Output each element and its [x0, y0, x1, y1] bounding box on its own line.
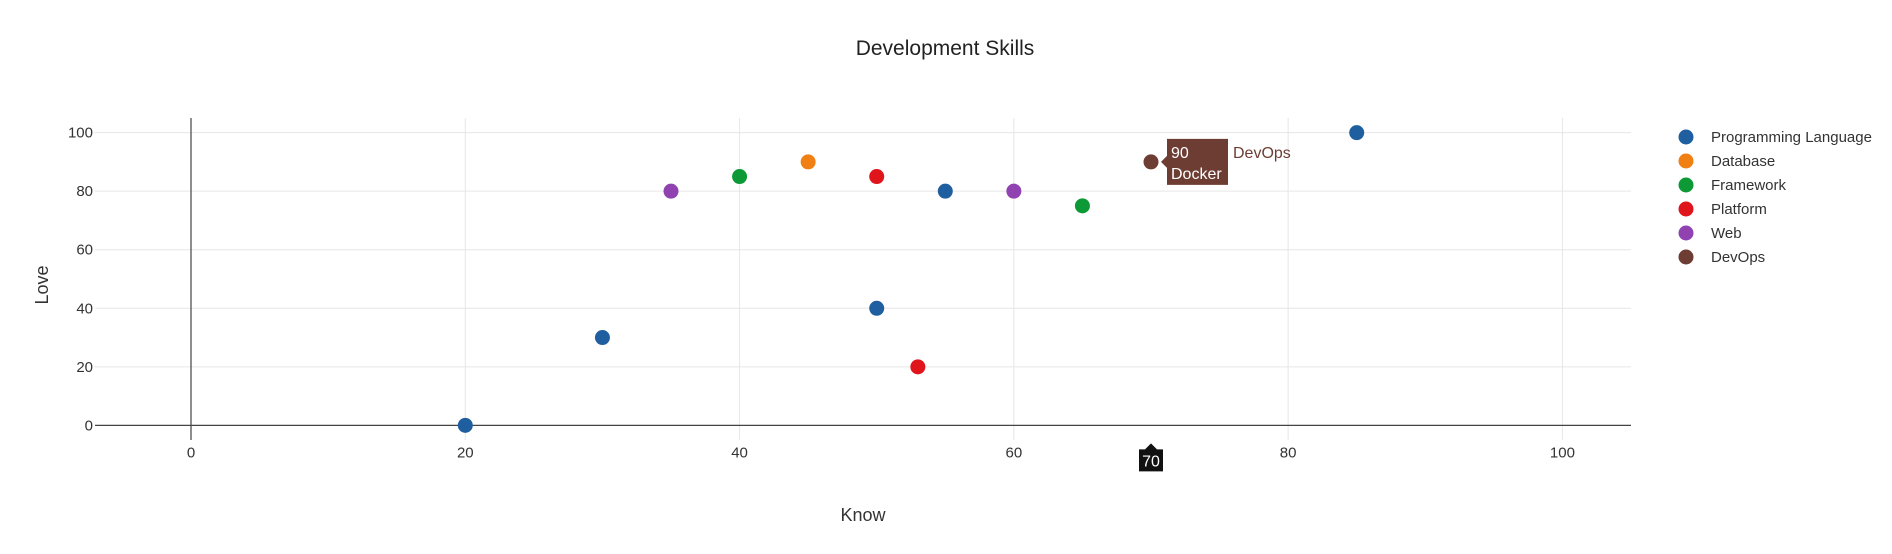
legend-item[interactable]: Database	[1678, 153, 1776, 170]
hover-point-name: Docker	[1171, 166, 1222, 183]
data-point[interactable]	[1143, 154, 1159, 170]
data-point[interactable]	[1349, 125, 1365, 141]
x-tick-label: 100	[1550, 444, 1575, 461]
y-tick-label: 80	[76, 183, 93, 200]
y-tick-label: 60	[76, 242, 93, 259]
legend-marker	[1678, 225, 1694, 241]
hover-series-name: DevOps	[1233, 145, 1291, 162]
x-tick-label: 0	[187, 444, 195, 461]
data-point[interactable]	[800, 154, 816, 170]
chart-title: Development Skills	[856, 37, 1035, 60]
data-points[interactable]	[457, 125, 1365, 433]
hover-label-box	[1161, 138, 1228, 185]
legend-marker	[1678, 129, 1694, 145]
y-axis-title: Love	[32, 265, 52, 304]
x-tick-label: 80	[1280, 444, 1297, 461]
data-point[interactable]	[663, 183, 679, 199]
x-tick-label: 60	[1006, 444, 1023, 461]
legend-marker	[1678, 201, 1694, 217]
data-point[interactable]	[732, 169, 748, 185]
legend-item[interactable]: Framework	[1678, 177, 1787, 194]
axis-layer	[95, 118, 1631, 440]
legend-marker	[1678, 153, 1694, 169]
legend[interactable]: Programming Language Database Framework Pla…	[1678, 129, 1872, 266]
legend-item[interactable]: DevOps	[1678, 249, 1766, 266]
legend-item[interactable]: Platform	[1678, 201, 1767, 218]
y-tick-label: 100	[68, 125, 93, 142]
data-point[interactable]	[594, 330, 610, 346]
x-tick-label: 40	[731, 444, 748, 461]
legend-marker	[1678, 177, 1694, 193]
y-tick-label: 0	[85, 417, 93, 434]
legend-label: Web	[1711, 225, 1742, 242]
data-point[interactable]	[457, 417, 473, 433]
hover-x-value: 70	[1142, 453, 1160, 470]
data-point[interactable]	[869, 300, 885, 316]
data-point[interactable]	[1006, 183, 1022, 199]
legend-label: Platform	[1711, 201, 1767, 218]
legend-item[interactable]: Web	[1678, 225, 1742, 242]
tick-labels: 0 20 40 60 80 100 0 20 40 60 80 100	[68, 125, 1575, 462]
legend-label: Programming Language	[1711, 129, 1872, 146]
grid-layer	[95, 118, 1631, 440]
hover-tooltip: 90 Docker DevOps 70	[1139, 138, 1291, 472]
data-point[interactable]	[937, 183, 953, 199]
legend-marker	[1678, 249, 1694, 265]
y-tick-label: 40	[76, 300, 93, 317]
legend-label: Database	[1711, 153, 1775, 170]
x-axis-title: Know	[840, 505, 886, 525]
legend-label: DevOps	[1711, 249, 1765, 266]
y-tick-label: 20	[76, 359, 93, 376]
data-point[interactable]	[869, 169, 885, 185]
legend-item[interactable]: Programming Language	[1678, 129, 1872, 146]
data-point[interactable]	[1074, 198, 1090, 214]
x-tick-label: 20	[457, 444, 474, 461]
hover-value: 90	[1171, 145, 1189, 162]
legend-label: Framework	[1711, 177, 1787, 194]
hover-x-label-box	[1139, 443, 1163, 472]
data-point[interactable]	[910, 359, 926, 375]
